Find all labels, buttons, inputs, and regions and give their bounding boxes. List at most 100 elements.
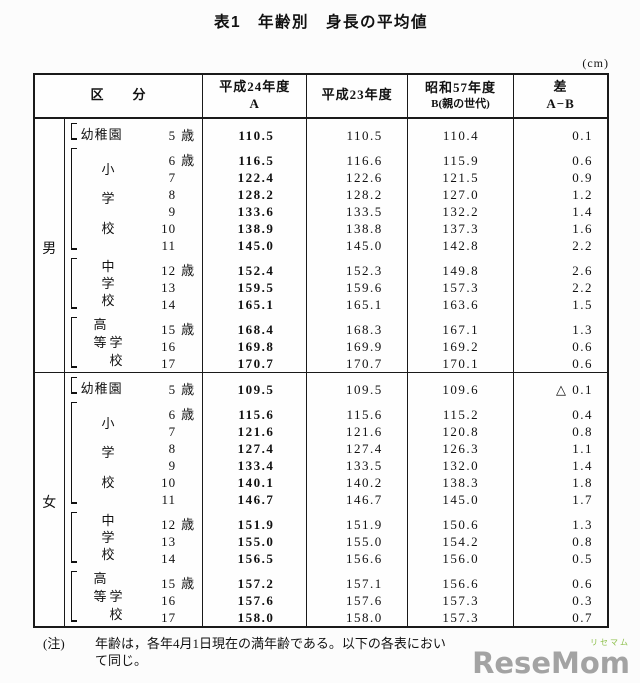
cell-h23: 133.5: [306, 456, 408, 474]
cell-age: 11: [138, 236, 204, 254]
cell-s57-b: 167.1: [406, 312, 515, 338]
age-number: 12: [161, 516, 177, 532]
school-label: 中学校: [80, 510, 137, 565]
age-number: 14: [161, 550, 177, 566]
cell-s57-b: 145.0: [406, 490, 515, 508]
cell-age: 8: [138, 185, 204, 203]
cell-h24-a: 140.1: [202, 473, 308, 491]
cell-s57-b: 156.6: [406, 566, 515, 592]
cell-h24-a: 156.5: [202, 549, 308, 567]
cell-age: 12 歳: [138, 507, 204, 533]
school-label-column: 幼稚園: [80, 127, 123, 143]
table-row: 10 140.1 140.2 138.3 1.8: [34, 473, 609, 491]
cell-s57-b: 138.3: [406, 473, 515, 491]
group-bracket-icon: [70, 147, 77, 250]
age-number: 13: [161, 533, 177, 549]
cell-h24-a: 151.9: [202, 507, 308, 533]
cell-s57-b: 109.6: [406, 371, 515, 398]
table-row: 11 145.0 145.0 142.8 2.2: [34, 236, 609, 254]
cell-h23: 146.7: [306, 490, 408, 508]
school-group-cell: 小学校: [64, 398, 138, 508]
group-bracket-icon: [70, 316, 77, 368]
cell-h24-a: 121.6: [202, 422, 308, 440]
cell-s57-b: 115.2: [406, 397, 515, 423]
note-label: (注): [43, 635, 65, 651]
table-row: 16 157.6 157.6 157.3 0.3: [34, 591, 609, 609]
gender-label: 女: [34, 371, 65, 627]
age-number: 5: [168, 127, 177, 143]
cell-diff-a-b: 1.5: [513, 295, 609, 313]
cell-diff-a-b: 0.6: [513, 337, 609, 355]
cell-h23: 155.0: [306, 532, 408, 550]
school-label-column: 中学校: [101, 510, 114, 565]
cell-h23: 110.5: [306, 117, 408, 144]
cell-diff-a-b: 0.5: [513, 549, 609, 567]
cell-h24-a: 115.6: [202, 397, 308, 423]
cell-h23: 165.1: [306, 295, 408, 313]
table-row: 17 158.0 158.0 157.3 0.7: [34, 608, 609, 627]
age-number: 16: [161, 592, 177, 608]
age-number: 10: [161, 474, 177, 490]
cell-h23: 116.6: [306, 143, 408, 169]
school-label-column: 中学校: [101, 256, 114, 311]
table-row: 13 159.5 159.6 157.3 2.2: [34, 278, 609, 296]
school-label-char: 学: [109, 588, 123, 604]
cell-age: 15 歳: [138, 312, 204, 338]
table-row: 中学校 12 歳 151.9 151.9 150.6 1.3: [34, 507, 609, 563]
cell-age: 16: [138, 591, 204, 609]
cell-s57-b: 120.8: [406, 422, 515, 440]
cell-h23: 152.3: [306, 253, 408, 279]
note-text: 年齢は，各年4月1日現在の満年齢である。以下の各表におい て同じ。: [95, 635, 609, 670]
cell-h24-a: 116.5: [202, 143, 308, 169]
cell-diff-a-b: 1.3: [513, 312, 609, 338]
cell-diff-a-b: 1.2: [513, 185, 609, 203]
cell-s57-b: 121.5: [406, 168, 515, 186]
cell-s57-b: 115.9: [406, 143, 515, 169]
cell-h24-a: 158.0: [202, 608, 308, 627]
col-header-diff: 差 A−B: [513, 73, 609, 119]
school-label-column: 高等: [93, 569, 106, 624]
table-row: 小学校 6 歳 116.5 116.6 115.9 0.6: [34, 143, 609, 250]
table-row: 高等学校 15 歳 168.4 168.3 167.1 1.3: [34, 312, 609, 368]
school-label: 中学校: [80, 256, 137, 311]
cell-h23: 157.1: [306, 566, 408, 592]
age-number: 16: [161, 338, 177, 354]
school-label-column: 学校: [109, 315, 122, 370]
age-number: 11: [161, 491, 177, 507]
cell-h24-a: 157.6: [202, 591, 308, 609]
cell-h23: 157.6: [306, 591, 408, 609]
school-label: 幼稚園: [80, 381, 137, 396]
cell-h23: 170.7: [306, 354, 408, 373]
school-group-cell: 小学校: [64, 144, 138, 254]
note: (注) 年齢は，各年4月1日現在の満年齢である。以下の各表におい て同じ。: [33, 635, 609, 670]
cell-s57-b: 132.0: [406, 456, 515, 474]
age-number: 17: [161, 355, 177, 371]
school-label-char: 学: [101, 445, 115, 461]
table-row: 11 146.7 146.7 145.0 1.7: [34, 490, 609, 508]
col-header-h23: 平成23年度: [306, 73, 408, 119]
school-group-cell: 中学校: [64, 508, 138, 567]
cell-diff-a-b: 0.7: [513, 608, 609, 627]
cell-h23: 159.6: [306, 278, 408, 296]
group-bracket-icon: [70, 376, 77, 394]
cell-h24-a: 165.1: [202, 295, 308, 313]
cell-age: 13: [138, 532, 204, 550]
school-label-char: 中: [101, 258, 115, 274]
table-row: 小学校 6 歳 115.6 115.6 115.2 0.4: [34, 397, 609, 504]
group-bracket-icon: [70, 401, 77, 504]
page-title: 表1 年齢別 身長の平均値: [213, 14, 429, 31]
school-label-column: 学校: [109, 569, 122, 624]
school-group-cell: 中学校: [64, 254, 138, 313]
table-row: 高等学校 15 歳 157.2 157.1 156.6 0.6: [34, 566, 609, 622]
age-suffix: 歳: [181, 321, 195, 337]
age-suffix: 歳: [181, 516, 195, 532]
cell-h23: 109.5: [306, 371, 408, 398]
cell-s57-b: 132.2: [406, 202, 515, 220]
school-label-char: 校: [109, 606, 123, 622]
cell-diff-a-b: 0.8: [513, 422, 609, 440]
school-label-char: 中: [101, 512, 115, 528]
cell-s57-b: 150.6: [406, 507, 515, 533]
